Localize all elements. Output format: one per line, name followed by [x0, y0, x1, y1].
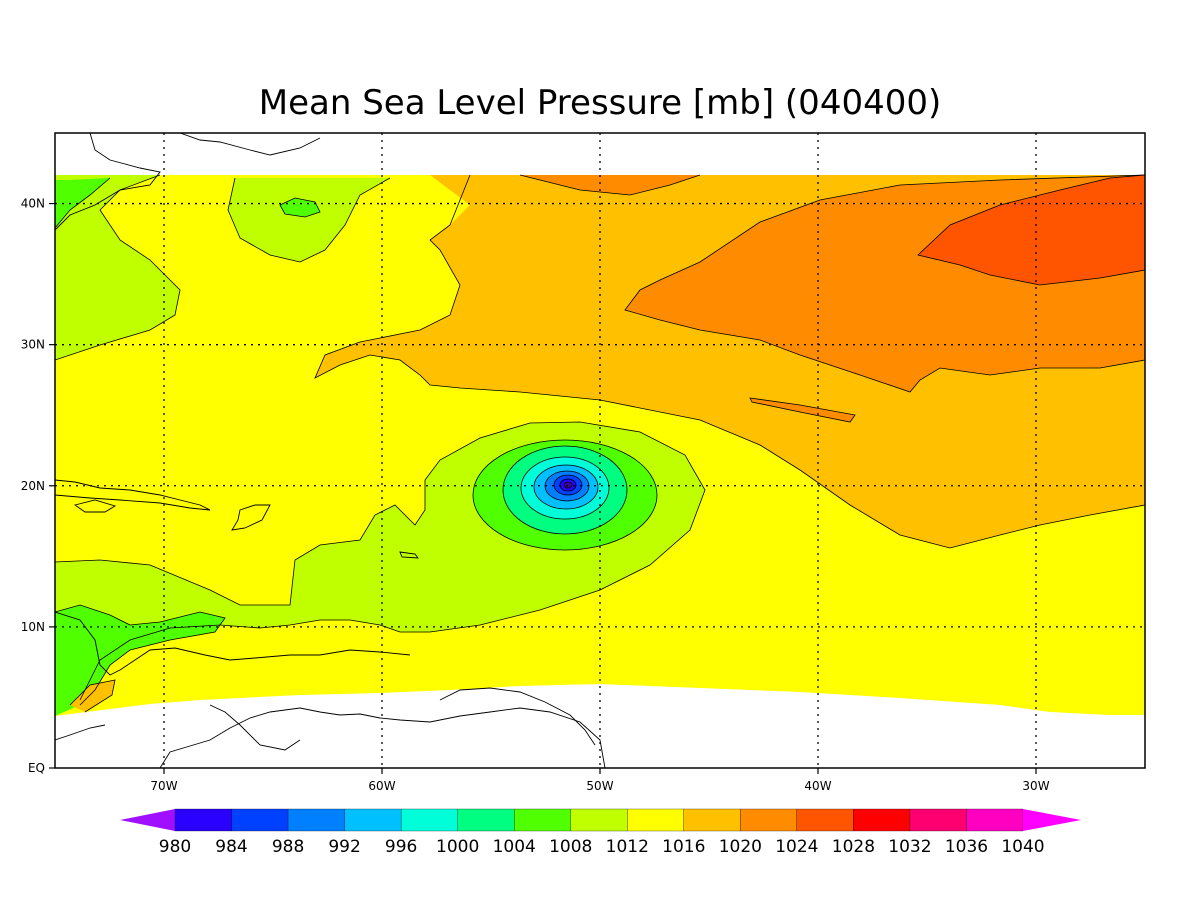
pressure-band-1008-1012-west	[55, 175, 180, 360]
pressure-band-1004-1008-coast	[55, 178, 110, 228]
colorbar-tick-label: 1016	[662, 837, 705, 857]
isobar-1024	[917, 174, 1145, 286]
isobar-1012-bermuda	[227, 177, 391, 263]
colorbar-swatch	[966, 808, 1024, 832]
longitude-tick-label: 60W	[368, 779, 395, 793]
colorbar-swatch	[514, 808, 571, 832]
isobar-1008-central-america	[55, 604, 226, 706]
colorbar-tick-label: 1004	[493, 837, 536, 857]
colorbar-swatch	[570, 808, 628, 832]
colorbar-swatch	[740, 808, 798, 832]
latitude-tick-label: 20N	[21, 479, 45, 493]
coastline-puerto-rico	[399, 551, 419, 559]
colorbar-swatch	[344, 808, 402, 832]
pressure-band-1020-1024-ridge	[750, 398, 855, 422]
latitude-tick-label: 30N	[21, 338, 45, 352]
longitude-tick-label: 40W	[804, 779, 831, 793]
map-plot-area: 70W 60W 50W 40W 30W EQ 10N 20N 30N 40N	[21, 132, 1146, 793]
longitude-tick-label: 70W	[150, 779, 177, 793]
colorbar-tick-label: 980	[159, 837, 191, 857]
isobar-1008-coast	[55, 177, 111, 229]
pressure-band-1024-1028	[918, 175, 1145, 285]
colorbar-tick-label: 1024	[775, 837, 818, 857]
isobar-1012-west	[55, 174, 181, 361]
isobar-1000-cyclone	[520, 456, 610, 520]
isobar-984-cyclone	[559, 478, 577, 492]
latitude-tick-label: 10N	[21, 620, 45, 634]
colorbar-overflow-arrow	[1023, 809, 1081, 831]
latitude-tick-labels: EQ 10N 20N 30N 40N	[21, 197, 55, 775]
colorbar-underflow-arrow	[120, 809, 175, 831]
isobar-1016-south	[69, 679, 116, 713]
colorbar-swatch	[457, 808, 515, 832]
colorbar-tick-label: 1028	[832, 837, 875, 857]
isobar-1016	[314, 174, 1145, 549]
longitude-tick-label: 30W	[1022, 779, 1049, 793]
coastline-south-america	[159, 704, 606, 768]
isobar-988-cyclone	[553, 474, 583, 496]
isobar-1012-south	[55, 421, 706, 701]
colorbar-tick-label: 1012	[606, 837, 649, 857]
colorbar-tick-label: 1040	[1001, 837, 1044, 857]
cyclone-band-core	[564, 482, 572, 488]
pressure-band-1004-1008-bermuda	[280, 198, 320, 217]
colorbar-legend: 980 984 988 992 996 1000 1004 1008 1012 1016 1020 1…	[120, 808, 1081, 857]
colorbar-tick-label: 1020	[719, 837, 762, 857]
isobar-1008-bermuda-low	[279, 197, 321, 218]
isobar-1020-ridge	[749, 397, 856, 423]
pressure-band-1008-1012-bermuda	[228, 178, 390, 262]
coastline-hispaniola	[73, 499, 271, 531]
colorbar-swatch	[853, 808, 911, 832]
pressure-fill-layer	[55, 175, 1145, 716]
coastline-cuba	[55, 479, 211, 511]
isobar-996-cyclone	[533, 464, 599, 510]
coastline-outlines	[55, 133, 606, 768]
isobar-980-cyclone	[563, 481, 573, 489]
longitude-tick-label: 50W	[586, 779, 613, 793]
coastline-north-america	[55, 133, 321, 231]
colorbar-tick-label: 1000	[436, 837, 479, 857]
coastline-guianas	[439, 687, 596, 746]
isobar-1020	[519, 174, 1145, 393]
map-title: Mean Sea Level Pressure [mb] (040400)	[259, 83, 942, 123]
colorbar-tick-label: 996	[385, 837, 417, 857]
colorbar-swatch	[400, 808, 458, 832]
colorbar-swatch	[683, 808, 741, 832]
colorbar-tick-label: 988	[272, 837, 304, 857]
graticule-grid	[55, 133, 1145, 768]
colorbar-swatch	[287, 808, 345, 832]
colorbar-tick-label: 984	[215, 837, 247, 857]
colorbar-swatch	[627, 808, 684, 832]
colorbar-swatch	[909, 808, 967, 832]
latitude-tick-label: EQ	[28, 761, 45, 775]
colorbar-tick-label: 992	[328, 837, 360, 857]
isobar-1008-cyclone	[472, 439, 658, 551]
colorbar-swatch	[796, 808, 854, 832]
isobar-contours	[55, 174, 1145, 713]
coastline-central-america	[55, 611, 411, 741]
colorbar-tick-label: 1032	[888, 837, 931, 857]
isobar-1004-cyclone	[502, 445, 628, 535]
colorbar-tick-label: 1036	[945, 837, 988, 857]
colorbar-tick-label: 1008	[549, 837, 592, 857]
colorbar-swatch	[231, 808, 289, 832]
pressure-band-1004-1008-central-america	[55, 605, 225, 716]
colorbar-swatch	[174, 808, 232, 832]
latitude-tick-label: 40N	[21, 197, 45, 211]
longitude-tick-labels: 70W 60W 50W 40W 30W	[150, 768, 1050, 793]
